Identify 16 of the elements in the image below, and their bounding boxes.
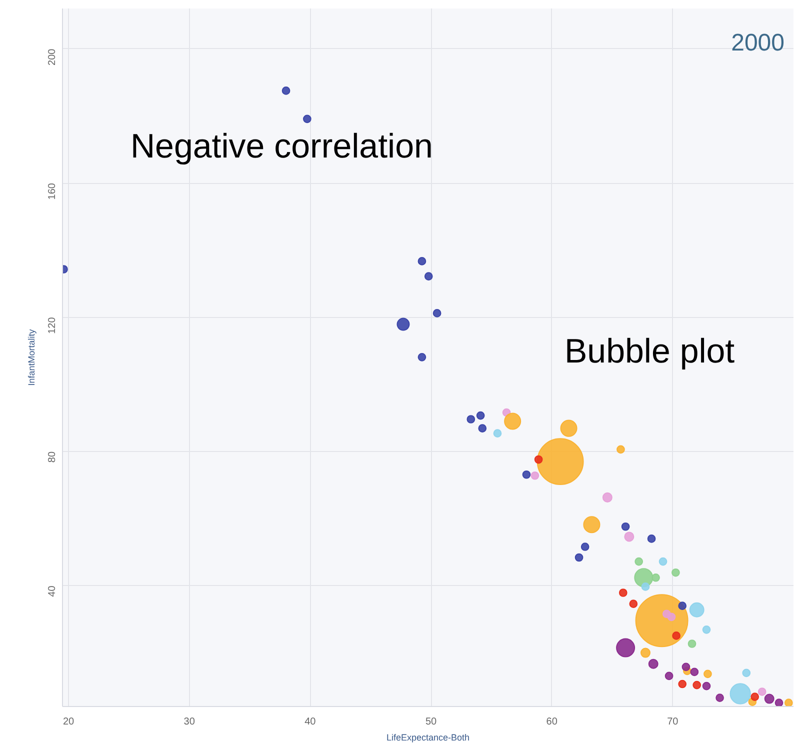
text: 2000	[731, 30, 784, 56]
x-tick-label: 70	[667, 716, 679, 728]
x-tick-label: 30	[184, 716, 196, 728]
y-tick-label: 40	[47, 585, 58, 597]
x-tick-label: 20	[62, 716, 75, 728]
y-axis-title: InfantMortality	[26, 328, 36, 386]
y-tick-label: 160	[47, 182, 58, 200]
x-tick-label: 50	[425, 716, 438, 728]
x-tick-label: 60	[546, 716, 558, 728]
annotation: Bubble plot	[564, 332, 736, 370]
annotation: Negative correlation	[130, 128, 433, 166]
x-tick-label: 40	[304, 716, 316, 728]
y-tick-label: 120	[47, 316, 58, 334]
x-axis-title: LifeExpectance-Both	[386, 732, 470, 742]
y-tick-label: 200	[47, 48, 58, 66]
y-tick-label: 80	[47, 451, 58, 463]
